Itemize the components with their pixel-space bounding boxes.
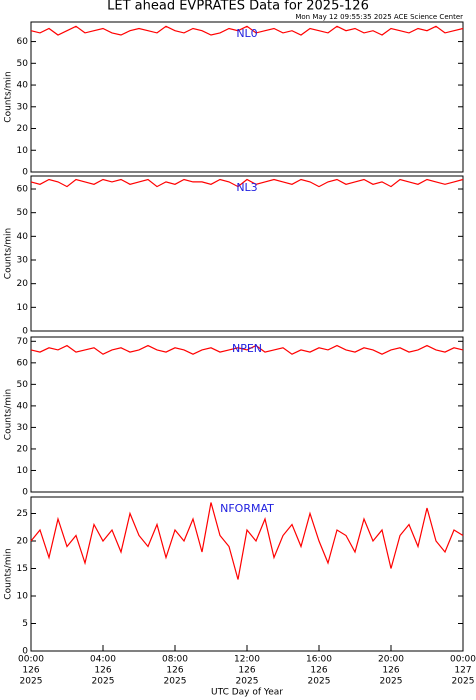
- x-tick-day: 126: [94, 666, 111, 676]
- y-axis-label: Counts/min: [4, 389, 14, 440]
- y-tick-label: 70: [17, 337, 29, 347]
- x-tick-year: 2025: [236, 677, 259, 687]
- x-tick-label: 00:00: [18, 655, 44, 665]
- y-tick-label: 40: [17, 232, 29, 242]
- y-tick-label: 30: [17, 423, 29, 433]
- y-tick-label: 50: [17, 380, 29, 390]
- x-tick-label: 00:00: [450, 655, 476, 665]
- data-line: [30, 25, 464, 36]
- y-tick-label: 50: [17, 208, 29, 218]
- x-tick-label: 12:00: [234, 655, 260, 665]
- x-tick-year: 2025: [92, 677, 115, 687]
- y-tick-label: 30: [17, 102, 29, 112]
- y-tick-label: 20: [17, 444, 29, 454]
- x-tick-label: 20:00: [378, 655, 404, 665]
- y-tick-label: 10: [17, 592, 29, 602]
- x-axis-label: UTC Day of Year: [211, 688, 283, 698]
- data-line: [30, 178, 464, 188]
- y-axis-label: Counts/min: [4, 228, 14, 279]
- panel-label: NFORMAT: [220, 502, 274, 515]
- panel-label: NL3: [236, 181, 257, 194]
- x-tick-day: 126: [310, 666, 327, 676]
- plot-frame: [30, 175, 464, 332]
- x-tick-year: 2025: [452, 677, 475, 687]
- chart-subtitle: Mon May 12 09:55:35 2025 ACE Science Cen…: [295, 13, 463, 21]
- panel-label: NPEN: [232, 342, 262, 355]
- x-tick-day: 126: [382, 666, 399, 676]
- x-tick-day: 126: [22, 666, 39, 676]
- y-tick-label: 20: [17, 124, 29, 134]
- y-tick-label: 60: [17, 185, 29, 195]
- y-tick-label: 20: [17, 279, 29, 289]
- x-tick-label: 04:00: [90, 655, 116, 665]
- y-tick-label: 0: [22, 647, 28, 657]
- x-tick-year: 2025: [20, 677, 43, 687]
- data-line: [30, 344, 464, 355]
- x-tick-day: 126: [238, 666, 255, 676]
- y-tick-label: 0: [22, 168, 28, 178]
- y-axis-label: Counts/min: [4, 71, 14, 122]
- y-tick-label: 40: [17, 401, 29, 411]
- y-tick-label: 60: [17, 37, 29, 47]
- x-tick-label: 16:00: [306, 655, 332, 665]
- y-tick-label: 10: [17, 303, 29, 313]
- y-tick-label: 25: [17, 509, 28, 519]
- x-tick-year: 2025: [380, 677, 403, 687]
- y-tick-label: 30: [17, 256, 29, 266]
- x-tick-day: 127: [454, 666, 471, 676]
- y-tick-label: 5: [22, 619, 28, 629]
- x-tick-label: 08:00: [162, 655, 188, 665]
- y-tick-label: 15: [17, 564, 28, 574]
- y-tick-label: 10: [17, 466, 29, 476]
- x-tick-day: 126: [166, 666, 183, 676]
- panel-label: NL0: [236, 27, 257, 40]
- x-tick-year: 2025: [308, 677, 331, 687]
- y-tick-label: 50: [17, 59, 29, 69]
- x-tick-year: 2025: [164, 677, 187, 687]
- y-tick-label: 20: [17, 537, 29, 547]
- plot-frame: [30, 21, 464, 173]
- data-line: [30, 502, 464, 580]
- chart-title: LET ahead EVPRATES Data for 2025-126: [107, 0, 369, 14]
- y-tick-label: 10: [17, 146, 29, 156]
- plot-frame: [30, 336, 464, 493]
- y-tick-label: 0: [22, 488, 28, 498]
- y-tick-label: 60: [17, 358, 29, 368]
- y-tick-label: 40: [17, 81, 29, 91]
- y-axis-label: Counts/min: [4, 548, 14, 599]
- plot-frame: [30, 496, 464, 652]
- y-tick-label: 0: [22, 327, 28, 337]
